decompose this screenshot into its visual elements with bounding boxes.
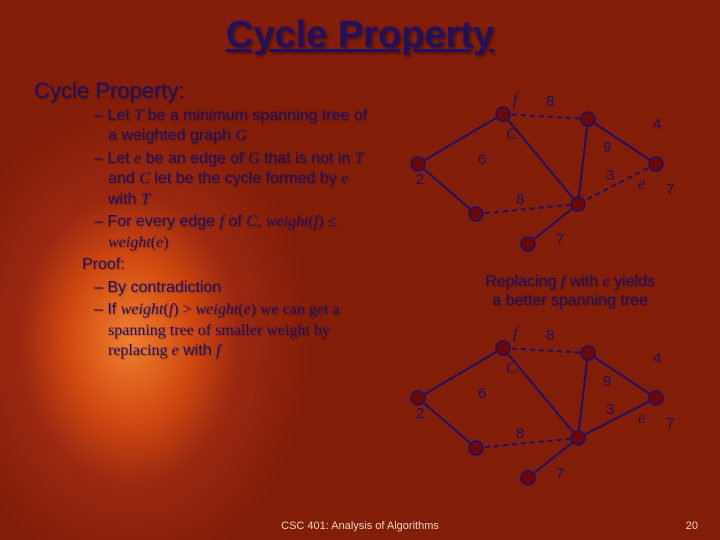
- bullet-4: – By contradiction: [82, 278, 378, 298]
- svg-text:3: 3: [606, 401, 614, 418]
- svg-text:7: 7: [666, 415, 674, 432]
- svg-text:e: e: [638, 408, 646, 427]
- svg-text:3: 3: [606, 167, 614, 184]
- svg-text:2: 2: [416, 405, 424, 422]
- bullet-1: – Let T be a minimum spanning tree of a …: [82, 106, 378, 147]
- bullet-list: – Let T be a minimum spanning tree of a …: [82, 106, 378, 364]
- svg-text:e: e: [638, 174, 646, 193]
- graph-top: 2 6 8 4 9 3 7 8 7 f C e: [398, 84, 698, 274]
- svg-text:8: 8: [516, 425, 524, 442]
- bullet-3: – For every edge f of C, weight(f) ≤ wei…: [82, 212, 378, 253]
- svg-text:8: 8: [546, 93, 554, 110]
- svg-text:6: 6: [478, 151, 486, 168]
- subheading: Cycle Property:: [34, 78, 184, 104]
- svg-text:7: 7: [666, 181, 674, 198]
- svg-text:9: 9: [603, 373, 611, 390]
- svg-text:f: f: [513, 89, 520, 108]
- svg-text:C: C: [506, 358, 518, 377]
- svg-text:2: 2: [416, 171, 424, 188]
- svg-text:7: 7: [556, 231, 564, 248]
- svg-text:C: C: [506, 124, 518, 143]
- proof-label: Proof:: [82, 255, 378, 275]
- bullet-5: – If weight(f) > weight(e) we can get a …: [82, 300, 378, 361]
- svg-text:4: 4: [653, 350, 661, 367]
- caption: Replacing f with e yields a better spann…: [440, 272, 700, 310]
- graph-bottom: 2 6 8 4 9 3 7 8 7 f C e: [398, 318, 698, 508]
- svg-text:9: 9: [603, 139, 611, 156]
- page-number: 20: [686, 520, 698, 532]
- svg-text:7: 7: [556, 465, 564, 482]
- svg-text:f: f: [513, 323, 520, 342]
- slide-title: Cycle Property: [0, 14, 720, 57]
- svg-text:8: 8: [516, 191, 524, 208]
- footer-text: CSC 401: Analysis of Algorithms: [0, 520, 720, 532]
- bullet-2: – Let e be an edge of G that is not in T…: [82, 149, 378, 210]
- svg-text:6: 6: [478, 385, 486, 402]
- svg-text:8: 8: [546, 327, 554, 344]
- svg-text:4: 4: [653, 116, 661, 133]
